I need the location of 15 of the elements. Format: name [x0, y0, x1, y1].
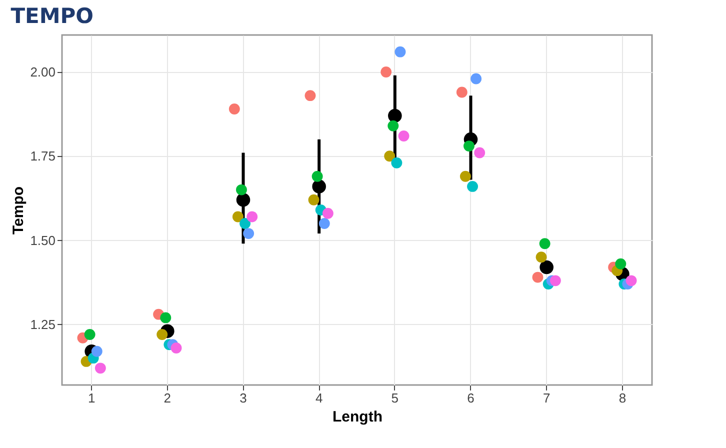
- x-tick-label: 7: [542, 390, 550, 406]
- chart-title: TEMPO: [10, 4, 94, 28]
- x-tick-label: 8: [618, 390, 626, 406]
- y-tick-label: 2.00: [30, 64, 56, 80]
- x-tick-label: 6: [467, 390, 474, 406]
- y-tick-label: 1.50: [30, 232, 56, 248]
- x-tick-label: 2: [164, 390, 172, 406]
- x-tick-label: 5: [391, 390, 399, 406]
- x-tick-label: 3: [240, 390, 247, 406]
- y-tick-label: 1.75: [30, 148, 56, 164]
- x-tick-label: 4: [315, 390, 323, 406]
- x-tick-label: 1: [88, 390, 96, 406]
- x-axis-title: Length: [332, 408, 382, 426]
- y-axis-title: Tempo: [10, 186, 28, 235]
- y-tick-label: 1.25: [30, 316, 56, 332]
